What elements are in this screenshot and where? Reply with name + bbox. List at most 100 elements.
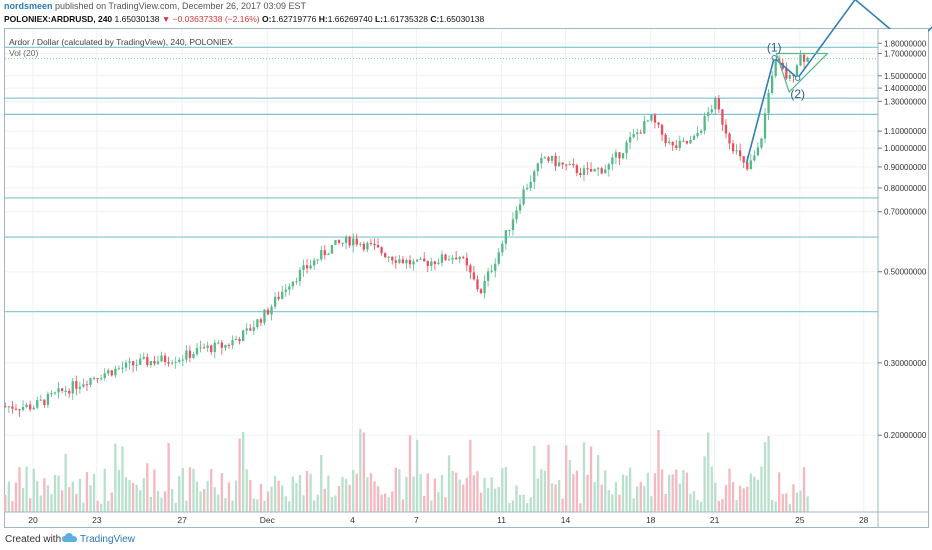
- volume-bar: [408, 435, 412, 512]
- candle-body: [39, 399, 42, 401]
- volume-bar: [557, 480, 561, 512]
- volume-bar: [589, 446, 593, 512]
- candle-body: [408, 259, 412, 265]
- volume-bar: [4, 494, 7, 512]
- volume-bar: [639, 481, 642, 512]
- candle-body: [227, 344, 231, 346]
- volume-bar: [689, 493, 692, 512]
- volume-bar: [806, 496, 809, 512]
- volume-bar: [153, 469, 156, 512]
- candle-body: [536, 163, 539, 172]
- volume-bar: [249, 480, 252, 512]
- tradingview-brand[interactable]: TradingView: [80, 534, 136, 545]
- candle-body: [82, 384, 85, 387]
- volume-bar: [710, 466, 713, 512]
- volume-bar: [540, 469, 543, 512]
- y-tick-label: 1.80000000: [884, 39, 927, 48]
- volume-bar: [469, 439, 472, 512]
- x-tick-label: 25: [795, 515, 805, 525]
- y-tick-label: 1.10000000: [884, 127, 927, 136]
- candle-body: [259, 319, 263, 323]
- volume-bar: [263, 500, 266, 512]
- volume-bar: [124, 477, 128, 512]
- candle-body: [242, 330, 245, 342]
- candle-body: [582, 168, 586, 176]
- candle-body: [593, 169, 596, 172]
- candle-body: [352, 238, 355, 246]
- volume-bar: [391, 491, 394, 512]
- volume-bar: [781, 494, 784, 512]
- volume-bar: [660, 469, 664, 512]
- volume-bar: [508, 503, 511, 512]
- candle-body: [763, 113, 767, 139]
- volume-bar: [18, 467, 21, 512]
- candle-body: [320, 250, 323, 260]
- volume-bar: [181, 467, 184, 512]
- y-tick-label: 0.70000000: [884, 208, 927, 217]
- candle-body: [249, 328, 252, 331]
- candle-body: [391, 256, 394, 261]
- volume-bar: [476, 471, 479, 512]
- candle-body: [806, 57, 809, 62]
- candle-body: [284, 289, 287, 292]
- candle-body: [18, 409, 21, 411]
- volume-bar: [188, 467, 192, 512]
- candle-body: [281, 291, 284, 299]
- volume-bar: [78, 478, 82, 512]
- volume-bar: [699, 501, 703, 512]
- tradingview-cloud-icon: [62, 533, 77, 542]
- candle-body: [618, 152, 621, 159]
- candle-body: [465, 257, 468, 266]
- candle-body: [135, 364, 138, 366]
- volume-bar: [160, 497, 163, 512]
- volume-bar: [778, 472, 781, 512]
- candle-body: [270, 306, 273, 315]
- candle-body: [728, 133, 731, 144]
- candle-body: [717, 98, 721, 110]
- candle-body: [625, 142, 628, 154]
- volume-bar: [643, 486, 646, 512]
- candle-body: [245, 328, 248, 331]
- candle-body: [770, 75, 774, 94]
- volume-bar: [483, 477, 486, 512]
- candle-body: [160, 355, 163, 362]
- y-tick-label: 1.40000000: [884, 84, 927, 93]
- candle-body: [504, 230, 508, 244]
- volume-bar: [128, 479, 131, 512]
- volume-bar: [611, 494, 614, 512]
- candle-body: [202, 347, 206, 349]
- candle-body: [415, 259, 419, 262]
- volume-bar: [692, 491, 696, 512]
- candle-body: [92, 378, 96, 380]
- candle-body: [60, 388, 64, 391]
- volume-bar: [92, 473, 96, 512]
- candle-body: [149, 361, 153, 366]
- candle-body: [724, 124, 728, 134]
- candle-body: [639, 132, 642, 134]
- candle-body: [707, 112, 710, 117]
- volume-bar: [394, 467, 397, 512]
- volume-bar: [582, 442, 586, 512]
- candle-body: [174, 361, 177, 363]
- candle-body: [597, 168, 600, 170]
- candle-body: [348, 236, 351, 246]
- candle-body: [561, 162, 564, 165]
- footer: Created with TradingView: [0, 528, 932, 550]
- volume-bar: [444, 497, 447, 512]
- candle-body: [21, 407, 25, 410]
- volume-bar: [415, 439, 419, 512]
- candle-body: [767, 93, 770, 114]
- candle-body: [117, 368, 121, 370]
- author-link[interactable]: nordsmeen: [4, 1, 53, 11]
- volume-bar: [380, 494, 383, 512]
- publish-text: published on TradingView.com, December 2…: [55, 1, 307, 11]
- volume-bar: [671, 474, 674, 512]
- candle-body: [494, 263, 497, 271]
- volume-bar: [763, 442, 767, 512]
- volume-bar: [533, 445, 536, 512]
- volume-bar: [110, 492, 113, 512]
- volume-bar: [121, 446, 124, 512]
- candle-body: [799, 54, 802, 66]
- volume-bar: [707, 432, 710, 512]
